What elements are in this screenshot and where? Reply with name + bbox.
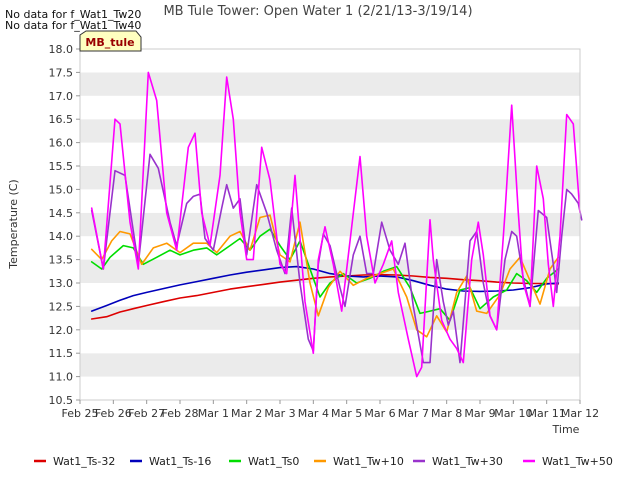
x-tick-label: Mar 11 bbox=[528, 407, 566, 420]
no-data-note-2: No data for f_Wat1_Tw40 bbox=[5, 19, 141, 32]
x-tick-label: Feb 25 bbox=[62, 407, 99, 420]
grid-band bbox=[80, 353, 580, 377]
x-tick-label: Mar 5 bbox=[331, 407, 362, 420]
grid-band bbox=[80, 166, 580, 190]
legend-label: Wat1_Ts0 bbox=[248, 455, 299, 468]
station-badge: MB_tule bbox=[79, 30, 142, 52]
grid-band bbox=[80, 306, 580, 330]
y-tick-label: 16.0 bbox=[49, 137, 74, 150]
y-tick-label: 14.5 bbox=[49, 207, 74, 220]
chart-title: MB Tule Tower: Open Water 1 (2/21/13-3/1… bbox=[163, 4, 472, 19]
x-tick-label: Mar 6 bbox=[364, 407, 395, 420]
grid-band bbox=[80, 95, 580, 120]
y-tick-label: 11.5 bbox=[49, 347, 74, 360]
legend: Wat1_Ts-32 Wat1_Ts-16 Wat1_Ts0 Wat1_Tw+10 Wa… bbox=[34, 455, 613, 468]
grid-band bbox=[80, 142, 580, 166]
station-badge-label: MB_tule bbox=[85, 36, 134, 49]
legend-label: Wat1_Tw+10 bbox=[333, 455, 404, 468]
legend-label: Wat1_Tw+30 bbox=[432, 455, 503, 468]
x-tick-label: Mar 9 bbox=[464, 407, 495, 420]
x-tick-label: Mar 8 bbox=[431, 407, 462, 420]
grid-band bbox=[80, 259, 580, 283]
x-tick-label: Mar 12 bbox=[561, 407, 599, 420]
y-tick-label: 10.5 bbox=[49, 394, 74, 407]
x-axis-label: Time bbox=[552, 423, 580, 436]
grid-band bbox=[80, 49, 580, 73]
legend-label: Wat1_Ts-32 bbox=[53, 455, 115, 468]
grid-band bbox=[80, 119, 580, 143]
y-tick-label: 18.0 bbox=[49, 43, 74, 56]
y-tick-label: 15.0 bbox=[49, 183, 74, 196]
series-line-wat1-ts-16 bbox=[90, 265, 560, 312]
series-line-wat1-ts0 bbox=[90, 228, 560, 322]
x-tick-label: Feb 28 bbox=[162, 407, 199, 420]
y-axis-ticks: 10.5 11.0 11.5 12.0 12.5 13.0 13.5 14.0 14.5 15.0… bbox=[49, 43, 80, 407]
grid-band bbox=[80, 72, 580, 96]
grid-band bbox=[80, 376, 580, 400]
series-lines bbox=[90, 71, 583, 378]
x-tick-label: Mar 10 bbox=[494, 407, 532, 420]
x-tick-label: Feb 26 bbox=[95, 407, 132, 420]
x-tick-label: Feb 27 bbox=[128, 407, 165, 420]
legend-label: Wat1_Ts-16 bbox=[149, 455, 211, 468]
grid-band bbox=[80, 189, 580, 213]
y-tick-label: 15.5 bbox=[49, 160, 74, 173]
x-tick-label: Mar 3 bbox=[264, 407, 295, 420]
series-line-wat1-tw-50 bbox=[90, 71, 581, 378]
y-tick-label: 17.5 bbox=[49, 66, 74, 79]
x-tick-label: Mar 1 bbox=[198, 407, 229, 420]
y-tick-label: 14.0 bbox=[49, 230, 74, 243]
y-tick-label: 13.5 bbox=[49, 254, 74, 267]
plot-frame bbox=[79, 48, 581, 401]
grid-bands bbox=[80, 49, 580, 400]
no-data-note-1: No data for f_Wat1_Tw20 bbox=[5, 8, 141, 21]
grid-band bbox=[80, 212, 580, 237]
y-tick-label: 12.0 bbox=[49, 324, 74, 337]
x-tick-label: Mar 4 bbox=[298, 407, 329, 420]
series-line-wat1-tw-10 bbox=[90, 214, 560, 338]
y-tick-label: 17.0 bbox=[49, 90, 74, 103]
y-tick-label: 12.5 bbox=[49, 300, 74, 313]
x-tick-label: Mar 7 bbox=[398, 407, 429, 420]
y-axis-label: Temperature (C) bbox=[7, 179, 20, 269]
grid-band bbox=[80, 329, 580, 354]
y-tick-label: 11.0 bbox=[49, 371, 74, 384]
legend-label: Wat1_Tw+50 bbox=[542, 455, 613, 468]
x-tick-label: Mar 2 bbox=[231, 407, 262, 420]
y-tick-label: 13.0 bbox=[49, 277, 74, 290]
y-tick-label: 16.5 bbox=[49, 113, 74, 126]
